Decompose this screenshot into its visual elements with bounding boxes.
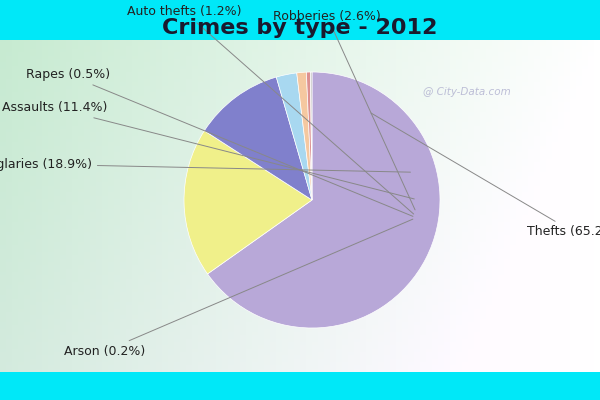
Wedge shape bbox=[297, 72, 312, 200]
Wedge shape bbox=[205, 77, 312, 200]
Text: Crimes by type - 2012: Crimes by type - 2012 bbox=[163, 18, 437, 38]
Text: Rapes (0.5%): Rapes (0.5%) bbox=[26, 68, 413, 216]
Text: @ City-Data.com: @ City-Data.com bbox=[422, 87, 511, 97]
Text: Arson (0.2%): Arson (0.2%) bbox=[64, 219, 413, 358]
Text: Robberies (2.6%): Robberies (2.6%) bbox=[274, 10, 415, 210]
Text: Assaults (11.4%): Assaults (11.4%) bbox=[2, 101, 414, 199]
Text: Thefts (65.2%): Thefts (65.2%) bbox=[371, 113, 600, 238]
Wedge shape bbox=[276, 73, 312, 200]
Wedge shape bbox=[310, 72, 312, 200]
Wedge shape bbox=[307, 72, 312, 200]
Text: Auto thefts (1.2%): Auto thefts (1.2%) bbox=[127, 5, 413, 214]
Wedge shape bbox=[184, 131, 312, 274]
Text: Burglaries (18.9%): Burglaries (18.9%) bbox=[0, 158, 410, 172]
Wedge shape bbox=[208, 72, 440, 328]
